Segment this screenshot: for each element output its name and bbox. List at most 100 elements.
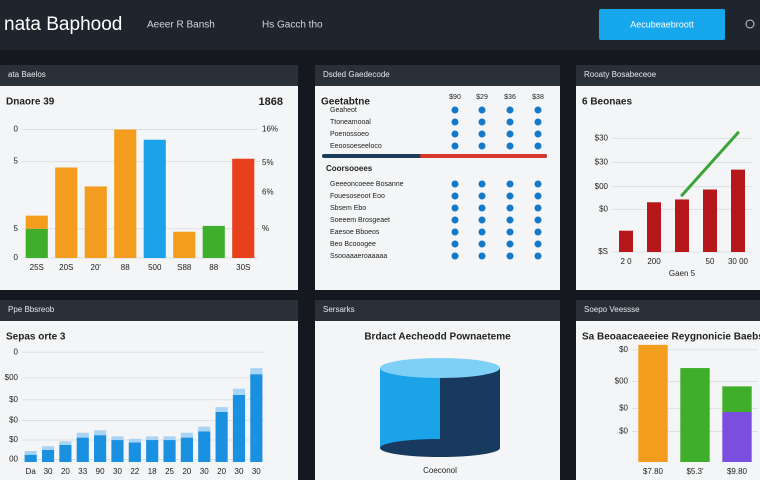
y2-tick-label: 16% bbox=[262, 125, 278, 134]
status-dot bbox=[478, 252, 486, 260]
column-header: $36 bbox=[504, 94, 516, 101]
row-label: Poenossoeo bbox=[330, 131, 369, 138]
x-tick-label: 20 bbox=[61, 467, 70, 476]
column-header: $90 bbox=[449, 94, 461, 101]
y-tick-label: $0 bbox=[619, 403, 628, 412]
row-label: Ttoneamooal bbox=[330, 119, 371, 126]
bar bbox=[163, 440, 176, 462]
bar bbox=[180, 437, 193, 462]
panel-title: Sersarks bbox=[323, 305, 355, 314]
panel bbox=[315, 65, 560, 290]
bar bbox=[619, 230, 633, 252]
cylinder-bottom bbox=[380, 439, 500, 457]
x-tick-label: 50 bbox=[706, 257, 715, 266]
status-dot bbox=[534, 130, 542, 138]
bar bbox=[41, 449, 55, 462]
row-label: Fouesoseoot Eoo bbox=[330, 193, 385, 200]
nav-item[interactable]: Hs Gacch tho bbox=[262, 20, 323, 31]
status-dot bbox=[506, 142, 514, 150]
status-dot bbox=[506, 118, 514, 126]
bar bbox=[146, 436, 159, 441]
bar bbox=[76, 437, 89, 462]
y-tick-label: 0 bbox=[14, 125, 19, 134]
status-dot bbox=[506, 130, 514, 138]
x-tick-label: 30 bbox=[44, 467, 53, 476]
bar bbox=[180, 432, 193, 438]
row-label: Ssooaaaeroaaaaa bbox=[330, 253, 387, 260]
cylinder-body-left bbox=[380, 368, 440, 448]
y-tick-label: $0 bbox=[9, 416, 18, 425]
bar bbox=[24, 451, 37, 455]
status-dot bbox=[506, 252, 514, 260]
status-dot bbox=[478, 240, 486, 248]
y-tick-label: $0 bbox=[9, 435, 18, 444]
status-dot bbox=[451, 228, 459, 236]
status-dot bbox=[534, 252, 542, 260]
kpi-value: 1868 bbox=[259, 96, 283, 108]
status-dot bbox=[534, 204, 542, 212]
bar bbox=[215, 411, 228, 462]
bar bbox=[173, 231, 196, 258]
row-label: Eaesoe Bboeos bbox=[330, 229, 380, 236]
bar bbox=[76, 432, 89, 438]
panel-header bbox=[576, 65, 760, 86]
status-dot bbox=[506, 204, 514, 212]
bar bbox=[111, 436, 124, 441]
bar bbox=[680, 368, 710, 462]
status-dot bbox=[451, 118, 459, 126]
x-tick-label: $7.80 bbox=[643, 467, 664, 476]
panel-header bbox=[0, 300, 298, 321]
bar bbox=[638, 344, 668, 462]
x-tick-label: 30 bbox=[113, 467, 122, 476]
x-tick-label: 500 bbox=[148, 263, 162, 272]
panel-title: Soepo Veessse bbox=[584, 305, 640, 314]
y-tick-label: $0 bbox=[9, 395, 18, 404]
column-header: $38 bbox=[532, 94, 544, 101]
cylinder-top bbox=[380, 358, 500, 378]
panel-title: ata Baelos bbox=[8, 70, 46, 79]
icon[interactable] bbox=[745, 19, 755, 29]
button-label[interactable]: Aecubeaebroott bbox=[630, 19, 694, 29]
bar bbox=[59, 444, 72, 462]
x-tick-label: 22 bbox=[130, 467, 139, 476]
status-dot bbox=[534, 106, 542, 114]
status-dot bbox=[451, 216, 459, 224]
panel-subtitle: 6 Beonaes bbox=[582, 97, 632, 108]
y-tick-label: $00 bbox=[5, 373, 19, 382]
x-tick-label: 25 bbox=[165, 467, 174, 476]
bar bbox=[202, 225, 225, 258]
status-dot bbox=[506, 216, 514, 224]
status-dot bbox=[478, 192, 486, 200]
x-tick-label: $5.3' bbox=[686, 467, 704, 476]
status-dot bbox=[451, 142, 459, 150]
y2-tick-label: % bbox=[262, 224, 269, 233]
x-tick-label: 30 bbox=[200, 467, 209, 476]
x-tick-label: 30 00 bbox=[728, 257, 749, 266]
nav-item[interactable]: Aeeer R Bansh bbox=[147, 20, 215, 31]
status-dot bbox=[506, 106, 514, 114]
status-dot bbox=[478, 180, 486, 188]
row-label: Beo Bcooogee bbox=[330, 241, 376, 248]
x-tick-label: $9.80 bbox=[727, 467, 748, 476]
bar bbox=[198, 431, 211, 462]
status-dot bbox=[506, 228, 514, 236]
x-tick-label: 30S bbox=[236, 263, 250, 272]
x-tick-label: S88 bbox=[177, 263, 192, 272]
panel-subtitle: Geetabtne bbox=[321, 97, 370, 108]
caption: Coeconol bbox=[423, 466, 457, 475]
bar bbox=[198, 426, 211, 432]
bar bbox=[722, 386, 752, 412]
bar bbox=[111, 440, 124, 462]
x-tick-label: 20 bbox=[182, 467, 191, 476]
panel-subtitle: Dnaore 39 bbox=[6, 97, 55, 108]
bar bbox=[84, 186, 107, 258]
panel-header bbox=[576, 300, 760, 321]
action-button[interactable] bbox=[599, 9, 725, 40]
bar bbox=[94, 435, 107, 462]
status-dot bbox=[451, 130, 459, 138]
y-tick-label: $0 bbox=[619, 427, 628, 436]
row-label: Sbsem Ebo bbox=[330, 205, 366, 212]
x-tick-label: 30 bbox=[235, 467, 244, 476]
status-dot bbox=[478, 216, 486, 224]
y-tick-label: 00 bbox=[9, 455, 18, 464]
